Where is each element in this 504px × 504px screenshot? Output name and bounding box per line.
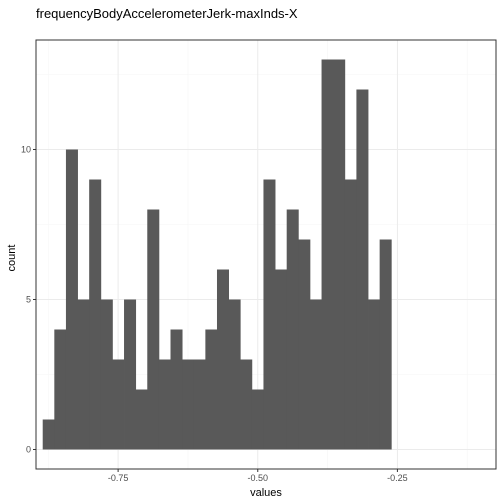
histogram-bar (321, 59, 334, 450)
histogram-bar (228, 299, 241, 450)
histogram-bar (344, 179, 357, 450)
panel-border (35, 39, 497, 470)
chart-title: frequencyBodyAccelerometerJerk-maxInds-X (36, 6, 298, 21)
x-axis-label: values (250, 487, 282, 499)
x-axis: -0.75 -0.50 -0.25 (108, 469, 408, 483)
histogram-bar (286, 209, 299, 450)
histogram-bar (147, 209, 160, 450)
histogram-bar (240, 359, 253, 450)
y-axis: 0 5 10 (21, 145, 36, 455)
histogram-bar (158, 359, 171, 450)
histogram-bar (298, 239, 311, 450)
y-axis-label: count (6, 245, 18, 272)
histogram-bar (263, 179, 276, 450)
histogram-bar (89, 179, 102, 450)
histogram-bar (42, 419, 55, 450)
x-tick-label: -0.25 (387, 473, 408, 483)
histogram-bar (379, 239, 392, 450)
y-tick-label: 5 (26, 295, 31, 305)
histogram-bar (368, 299, 381, 450)
histogram-bar (275, 269, 288, 450)
histogram-bar (182, 359, 195, 450)
histogram-bar (251, 389, 264, 450)
histogram-bar (170, 329, 183, 450)
histogram-bar (77, 299, 90, 450)
histogram-bar (309, 299, 322, 450)
bars (42, 59, 392, 450)
histogram-bar (65, 149, 78, 450)
histogram-bar (216, 269, 230, 450)
histogram-bar (135, 389, 148, 450)
histogram-bar (54, 329, 67, 450)
histogram-bar (124, 299, 137, 450)
y-tick-label: 10 (21, 145, 31, 155)
histogram-bar (205, 329, 218, 450)
x-tick-label: -0.50 (248, 473, 269, 483)
histogram-bar (193, 359, 206, 450)
histogram-bar (112, 359, 125, 450)
histogram-bar (333, 59, 346, 450)
x-tick-label: -0.75 (108, 473, 129, 483)
histogram-bar (356, 89, 369, 450)
y-tick-label: 0 (26, 445, 31, 455)
histogram-bar (100, 299, 113, 450)
